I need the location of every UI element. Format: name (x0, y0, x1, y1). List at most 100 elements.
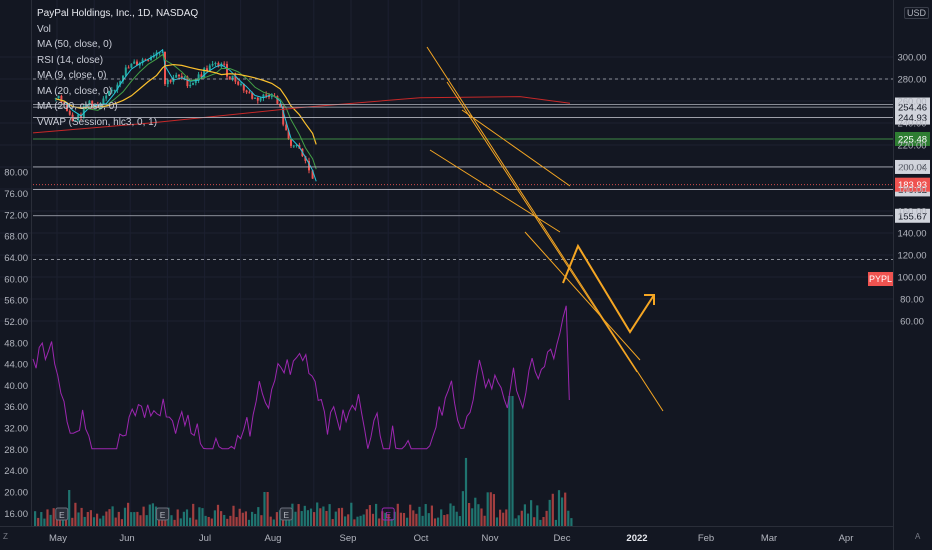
volume-bar (526, 513, 530, 526)
volume-bar (421, 515, 424, 526)
volume-bar (406, 517, 409, 526)
candle-body (308, 160, 310, 171)
volume-bar (443, 515, 446, 526)
volume-bar (430, 505, 433, 526)
volume-bar (148, 504, 151, 526)
left-axis-label: 80.00 (4, 168, 28, 179)
volume-bar (142, 506, 145, 526)
volume-bar (489, 492, 492, 526)
price-axis-label: 180.00 (897, 185, 926, 196)
candle-body (178, 74, 180, 77)
volume-bar (99, 518, 102, 526)
trend-line (446, 81, 638, 373)
candle-body (186, 76, 189, 87)
candle-body (110, 90, 113, 92)
volume-bar (415, 513, 418, 526)
volume-bar (117, 511, 120, 526)
candle-body (194, 80, 197, 84)
ma50-line (55, 63, 317, 145)
volume-bar (86, 511, 89, 526)
candle-body (237, 81, 240, 85)
candle-body (240, 83, 242, 85)
left-axis-label: 68.00 (4, 232, 28, 243)
volume-bar (316, 502, 319, 526)
time-axis-label: Mar (761, 533, 777, 544)
time-axis-label: Apr (839, 533, 854, 544)
legend-title: PayPal Holdings, Inc., 1D, NASDAQ (37, 8, 199, 19)
left-axis-label: 24.00 (4, 466, 28, 477)
level-tag-label: 155.67 (898, 211, 927, 222)
legend-vol: Vol (37, 23, 51, 35)
currency-badge[interactable]: USD (904, 7, 930, 19)
volume-bar (120, 519, 123, 526)
volume-bar (325, 510, 328, 526)
volume-bar (452, 505, 455, 526)
volume-bar (309, 508, 313, 526)
candle-body (189, 84, 192, 87)
volume-bar (207, 516, 210, 526)
candle-body (292, 145, 295, 147)
candle-body (245, 90, 248, 93)
candle-body (287, 130, 290, 140)
volume-bar (409, 504, 412, 526)
volume-bar (319, 508, 322, 526)
level-tag-label: 244.93 (898, 113, 927, 124)
candle-body (175, 74, 178, 78)
candle-body (130, 63, 133, 68)
volume-bar (127, 502, 130, 526)
legend-ma20: MA (20, close, 0) (37, 85, 113, 97)
corner-left-label[interactable]: Z (3, 532, 8, 541)
volume-bar (247, 519, 251, 526)
volume-bar (455, 511, 458, 526)
volume-bar (458, 516, 461, 526)
price-axis-label: 220.00 (897, 141, 926, 152)
ticker-tag: PYPL (868, 272, 893, 286)
volume-bar (269, 516, 272, 526)
ma200-line (32, 96, 571, 134)
candle-body (108, 90, 110, 96)
time-axis-label: May (49, 533, 67, 544)
volume-bar (390, 518, 393, 526)
volume-bar (449, 503, 452, 526)
ma9-line (55, 48, 317, 182)
price-axis-label: 300.00 (897, 53, 926, 64)
projection-path (562, 243, 655, 334)
volume-bar (297, 504, 300, 526)
left-axis-label: 44.00 (4, 360, 28, 371)
volume-bar (213, 510, 216, 526)
volume-bar (244, 511, 247, 526)
candle-body (270, 96, 273, 98)
corner-right-label[interactable]: A (915, 532, 921, 541)
volume-bar (40, 512, 43, 526)
last-price-label: 183.93 (898, 180, 927, 191)
candle-body (295, 144, 298, 146)
left-axis-label: 64.00 (4, 253, 28, 264)
volume-bar (192, 503, 195, 526)
volume-bar (74, 502, 77, 526)
volume-bar (300, 511, 303, 526)
trend-line (426, 46, 664, 412)
volume-bar (223, 514, 226, 526)
volume-bar (313, 512, 316, 526)
volume-bar (195, 519, 198, 526)
candle-body (192, 83, 194, 85)
rsi-line (32, 305, 570, 450)
volume-bar (461, 491, 464, 526)
volume-bar (226, 518, 229, 526)
price-axis-label: 280.00 (897, 75, 926, 86)
volume-bar (229, 515, 232, 526)
candle-body (183, 76, 186, 78)
volume-bar (145, 515, 148, 526)
candle-body (214, 62, 217, 65)
candle-body (262, 94, 265, 98)
volume-bar (232, 505, 235, 526)
candle-body (169, 79, 172, 82)
candle-body (158, 52, 161, 54)
volume-bar (170, 515, 173, 526)
volume-bar (433, 518, 437, 526)
candle-body (254, 97, 256, 99)
level-tag (895, 159, 930, 174)
volume-bar (427, 513, 430, 526)
candle-body (208, 65, 211, 71)
